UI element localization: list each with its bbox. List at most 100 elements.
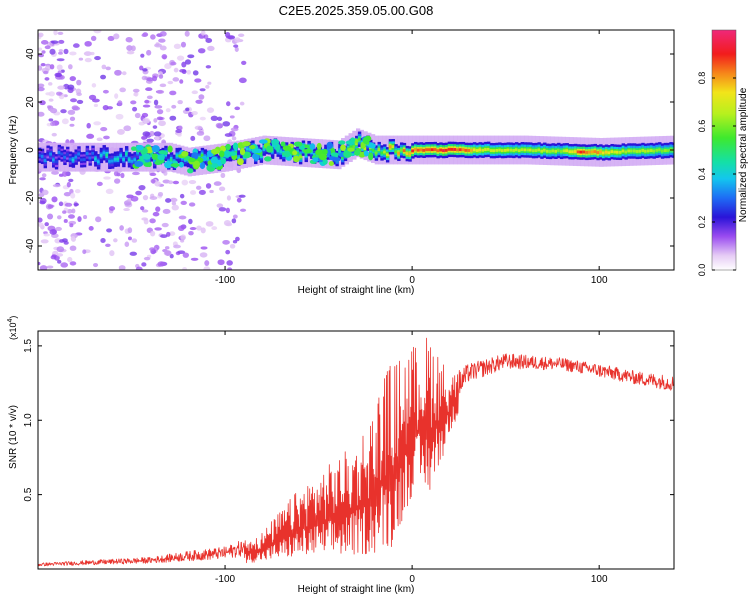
heat-blob-cell — [363, 150, 369, 157]
heat-noise-cell — [200, 246, 208, 250]
heat-noise-cell — [207, 81, 212, 85]
y-tick-label: -40 — [25, 238, 36, 253]
heat-noise-cell — [140, 53, 145, 58]
heat-noise-cell — [159, 31, 167, 37]
heat-noise-cell — [56, 64, 63, 71]
heat-blob-cell — [170, 163, 180, 168]
heat-ridge-cell — [557, 149, 561, 152]
y-tick-label: 1.0 — [23, 413, 34, 427]
heat-ridge-cell — [413, 148, 418, 152]
snr-scale-exponent: 4 — [7, 318, 14, 322]
heat-blob-cell — [340, 144, 346, 152]
heat-blob-cell — [292, 150, 298, 156]
heat-noise-cell — [146, 49, 152, 56]
y-tick-label: 0 — [25, 147, 36, 153]
heat-ridge-cell — [88, 156, 92, 160]
heat-noise-cell — [217, 259, 225, 266]
heat-blob-cell — [330, 152, 339, 157]
heat-ridge-cell — [526, 148, 530, 152]
heat-ridge-cell — [585, 150, 589, 154]
heat-noise-cell — [167, 180, 174, 185]
colorbar-tick-label: 0.8 — [697, 72, 707, 85]
x-tick-label: -100 — [215, 275, 235, 286]
heat-ridge-cell — [613, 150, 617, 154]
heat-noise-cell — [38, 83, 45, 88]
heat-ridge-cell — [119, 154, 123, 157]
heat-blob-cell — [271, 138, 280, 146]
heat-noise-cell — [170, 61, 177, 66]
heat-noise-cell — [168, 231, 176, 236]
heat-noise-cell — [78, 57, 84, 61]
heat-ridge-cell — [484, 148, 488, 151]
heat-noise-cell — [216, 203, 224, 208]
heat-ridge-cell — [298, 155, 303, 159]
heat-ridge-cell — [616, 150, 620, 154]
heat-noise-cell — [124, 241, 130, 247]
heat-ridge-cell — [447, 147, 452, 151]
heat-ridge-cell — [562, 149, 567, 153]
heat-noise-cell — [57, 31, 64, 35]
heat-noise-cell — [113, 33, 120, 40]
heat-ridge-cell — [663, 149, 668, 152]
heat-noise-cell — [108, 206, 116, 211]
heat-halo-cell — [674, 136, 678, 165]
heat-noise-cell — [173, 43, 181, 50]
heat-noise-cell — [160, 234, 168, 239]
heat-noise-cell — [158, 120, 166, 127]
heat-ridge-cell — [399, 148, 404, 152]
heat-noise-cell — [50, 255, 57, 260]
heat-noise-cell — [83, 215, 88, 220]
heat-ridge-cell — [573, 150, 578, 153]
heat-ridge-cell — [517, 149, 522, 153]
heat-noise-cell — [39, 265, 48, 270]
heat-ridge-cell — [559, 149, 564, 153]
heat-blob-cell — [167, 145, 173, 153]
heat-noise-cell — [57, 85, 66, 90]
heat-blob-cell — [326, 141, 333, 150]
heat-ridge-cell — [646, 149, 651, 153]
snr-x-axis-label: Height of straight line (km) — [298, 584, 415, 595]
heat-noise-cell — [90, 35, 97, 42]
heat-noise-cell — [152, 211, 160, 217]
heat-noise-cell — [130, 195, 139, 202]
colorbar-tick-label: 0.2 — [697, 216, 707, 229]
heat-noise-cell — [205, 84, 210, 89]
heat-noise-cell — [156, 109, 164, 115]
heat-ridge-cell — [500, 149, 505, 153]
heat-noise-cell — [54, 72, 62, 78]
heat-noise-cell — [180, 234, 186, 241]
heat-noise-cell — [55, 226, 62, 232]
heat-noise-cell — [56, 58, 65, 62]
heat-ridge-cell — [153, 159, 157, 163]
heat-noise-cell — [47, 213, 54, 220]
heat-noise-cell — [213, 181, 222, 186]
heat-noise-cell — [93, 30, 102, 34]
heat-ridge-cell — [523, 148, 527, 152]
heat-noise-cell — [48, 91, 55, 97]
snr-scale-note: (x104) — [7, 316, 18, 340]
spectrogram-panel: -100 0 100 -40 -20 0 20 40 Height of straight … — [8, 29, 678, 296]
heat-noise-cell — [42, 70, 49, 75]
heat-ridge-cell — [543, 148, 547, 152]
heat-noise-cell — [59, 239, 65, 243]
heat-noise-cell — [49, 48, 56, 55]
heat-noise-cell — [173, 244, 181, 249]
heat-ridge-cell — [433, 148, 438, 151]
heat-blob-cell — [223, 150, 231, 158]
heat-noise-cell — [178, 125, 183, 131]
heat-noise-cell — [144, 99, 150, 104]
heat-ridge-cell — [464, 148, 468, 152]
heat-noise-cell — [103, 135, 110, 140]
heat-noise-cell — [177, 225, 185, 232]
heat-noise-cell — [192, 70, 199, 76]
heat-noise-cell — [51, 170, 60, 175]
heat-blob-cell — [254, 154, 260, 161]
x-tick-label: 100 — [591, 275, 608, 286]
heat-noise-cell — [164, 63, 172, 70]
heat-blob-cell — [258, 139, 268, 144]
heat-ridge-cell — [590, 150, 595, 154]
heat-noise-cell — [199, 252, 208, 258]
heat-ridge-cell — [641, 149, 645, 152]
heat-noise-cell — [227, 267, 233, 270]
heat-blob-cell — [332, 157, 341, 162]
